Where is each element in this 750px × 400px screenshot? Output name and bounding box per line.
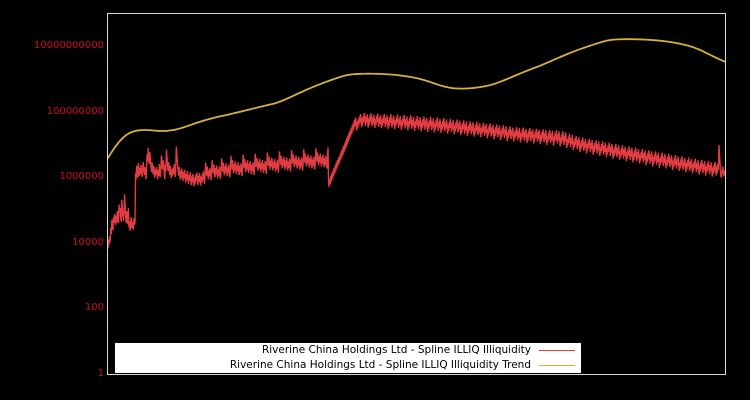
series-line-trend [108, 38, 725, 159]
y-axis-tick-labels: 10000000000 100000000 1000000 10000 100 1 [0, 0, 104, 400]
y-tick-label: 10000 [72, 236, 104, 248]
y-tick-label: 10000000000 [34, 40, 104, 52]
legend-line-sample-illiq [539, 350, 575, 351]
series-line-illiq [108, 112, 725, 249]
series-canvas [108, 38, 725, 249]
y-tick-label: 1000000 [59, 171, 104, 183]
y-tick-label: 1 [97, 367, 104, 379]
plot-area [107, 13, 726, 375]
chart-legend: Riverine China Holdings Ltd - Spline ILL… [115, 343, 581, 373]
legend-label-trend: Riverine China Holdings Ltd - Spline ILL… [229, 359, 531, 371]
legend-entry-trend: Riverine China Holdings Ltd - Spline ILL… [115, 358, 581, 373]
y-tick-label: 100000000 [46, 105, 104, 117]
y-tick-label: 100 [84, 302, 104, 314]
legend-line-sample-trend [539, 365, 575, 366]
legend-entry-illiq: Riverine China Holdings Ltd - Spline ILL… [115, 343, 581, 358]
legend-label-illiq: Riverine China Holdings Ltd - Spline ILL… [261, 344, 531, 356]
